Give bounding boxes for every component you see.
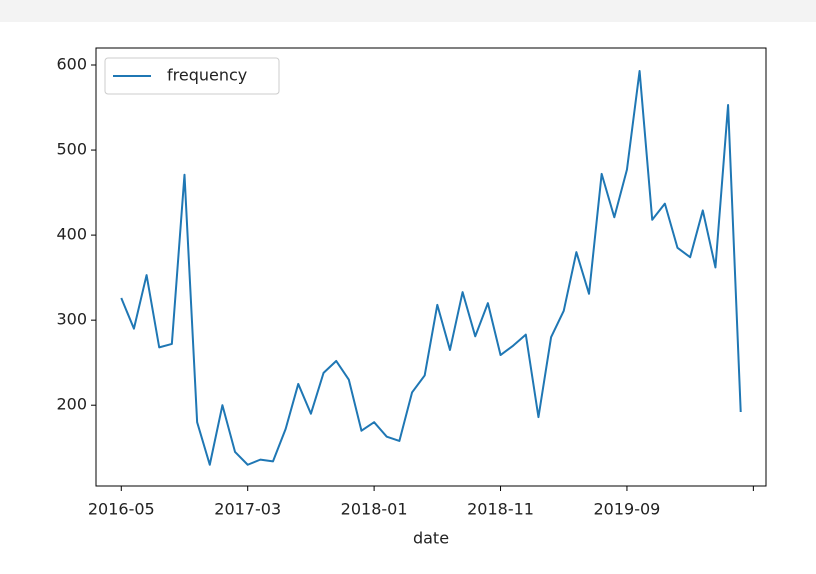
x-tick-label: 2016-05 <box>88 500 155 519</box>
line-series <box>120 69 742 466</box>
y-tick-label: 300 <box>56 310 87 329</box>
x-tick-label: 2018-01 <box>341 500 408 519</box>
y-tick-label: 600 <box>56 55 87 74</box>
x-tick-label: 2019-09 <box>594 500 661 519</box>
y-tick-label: 200 <box>56 395 87 414</box>
legend-label: frequency <box>167 66 247 85</box>
y-tick-label: 400 <box>56 225 87 244</box>
top-bar <box>0 0 816 22</box>
legend-box <box>104 57 280 95</box>
axes-frame <box>95 47 767 487</box>
x-tick-label: 2018-11 <box>467 500 534 519</box>
x-axis-label: date <box>413 529 449 548</box>
x-tick-label: 2017-03 <box>214 500 281 519</box>
y-tick-label: 500 <box>56 140 87 159</box>
